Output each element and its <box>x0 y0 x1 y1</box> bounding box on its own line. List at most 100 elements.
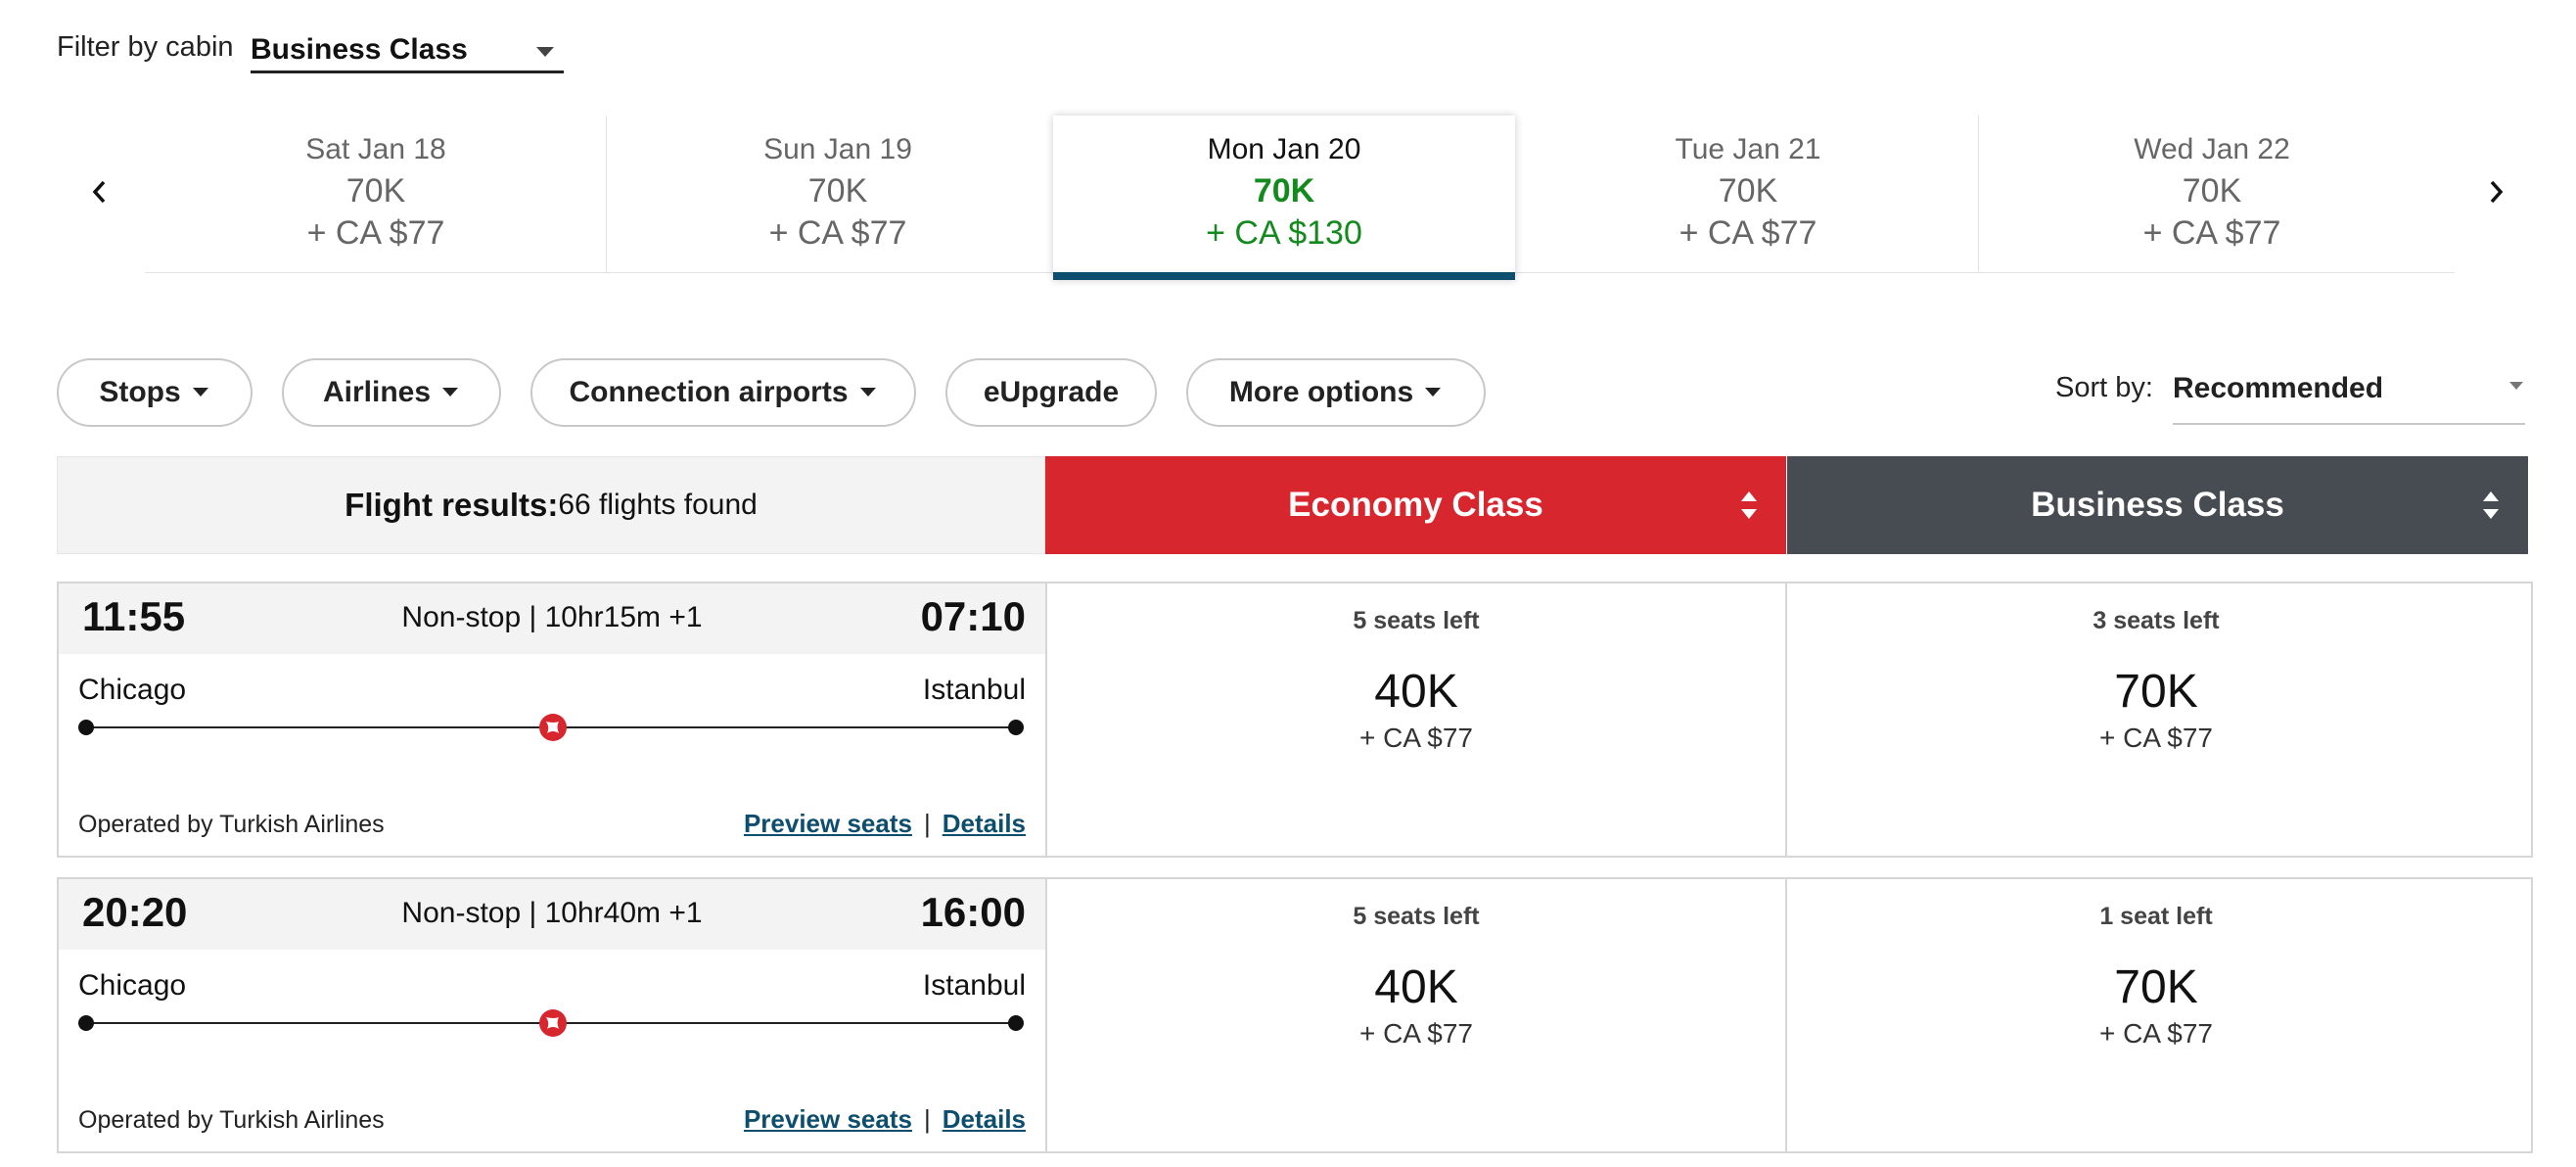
eupgrade-filter-label: eUpgrade <box>983 376 1120 408</box>
date-points: 70K <box>345 172 406 210</box>
chevron-right-icon <box>2490 180 2504 204</box>
business-class-label: Business Class <box>2031 486 2284 524</box>
flight-time-band <box>59 879 1045 950</box>
airlines-filter-label: Airlines <box>322 376 432 408</box>
date-label: Sat Jan 18 <box>305 133 446 165</box>
connection-airports-filter-button[interactable]: Connection airports <box>530 358 916 427</box>
fare-points: 70K <box>2114 666 2198 718</box>
date-option[interactable]: Sat Jan 18 70K + CA $77 <box>145 116 607 272</box>
fare-points: 40K <box>1374 961 1458 1013</box>
seats-left: 5 seats left <box>1353 607 1480 634</box>
flight-info: 11:55 Non-stop | 10hr15m +1 07:10 Chicag… <box>59 584 1045 856</box>
departure-time: 20:20 <box>82 889 188 935</box>
link-separator: | <box>923 1104 931 1134</box>
turkish-airlines-logo-icon <box>539 1009 567 1037</box>
date-option[interactable]: Sun Jan 19 70K + CA $77 <box>607 116 1069 272</box>
date-option[interactable]: Tue Jan 21 70K + CA $77 <box>1517 116 1979 272</box>
sort-select[interactable]: Recommended <box>2173 362 2525 425</box>
departure-time: 11:55 <box>82 593 186 639</box>
prev-dates-button[interactable] <box>80 168 119 215</box>
date-label: Wed Jan 22 <box>2134 133 2290 165</box>
sort-label: Sort by: <box>2055 372 2153 403</box>
origin-dot <box>78 1015 94 1031</box>
date-points: 70K <box>1718 172 1778 210</box>
date-points: 70K <box>2182 172 2242 210</box>
economy-class-label: Economy Class <box>1288 486 1543 524</box>
link-separator: | <box>923 809 931 838</box>
fare-taxes: + CA $77 <box>1359 723 1473 753</box>
cabin-select[interactable]: Business Class <box>251 29 564 73</box>
flight-summary: Non-stop | 10hr40m +1 <box>401 897 703 929</box>
stops-filter-button[interactable]: Stops <box>57 358 253 427</box>
cabin-select-value: Business Class <box>251 33 468 66</box>
date-option-selected[interactable]: Mon Jan 20 70K + CA $130 <box>1053 116 1515 280</box>
date-taxes: + CA $77 <box>1679 214 1817 252</box>
more-options-button[interactable]: More options <box>1186 358 1486 427</box>
preview-seats-link[interactable]: Preview seats <box>743 809 912 838</box>
details-link[interactable]: Details <box>942 1104 1026 1134</box>
date-taxes: + CA $77 <box>2142 214 2281 252</box>
economy-fare-cell[interactable]: 5 seats left 40K + CA $77 <box>1045 584 1785 856</box>
date-points: 70K <box>1253 172 1315 210</box>
destination-city: Istanbul <box>922 969 1026 1002</box>
airlines-filter-button[interactable]: Airlines <box>282 358 501 427</box>
fare-taxes: + CA $77 <box>2099 1018 2213 1049</box>
sort-icon <box>2483 491 2499 519</box>
date-taxes: + CA $130 <box>1206 214 1362 252</box>
flight-links: Preview seats | Details <box>744 809 1026 839</box>
date-points: 70K <box>807 172 868 210</box>
fare-points: 70K <box>2114 961 2198 1013</box>
results-count: 66 flights found <box>558 489 758 521</box>
date-label: Tue Jan 21 <box>1675 133 1821 165</box>
economy-class-header[interactable]: Economy Class <box>1045 456 1786 554</box>
operator-text: Operated by Turkish Airlines <box>78 811 385 838</box>
eupgrade-filter-button[interactable]: eUpgrade <box>945 358 1157 427</box>
origin-city: Chicago <box>78 969 187 1002</box>
business-fare-cell[interactable]: 3 seats left 70K + CA $77 <box>1785 584 2525 856</box>
sort-icon <box>1741 491 1757 519</box>
date-label: Mon Jan 20 <box>1207 133 1361 165</box>
origin-dot <box>78 720 94 735</box>
results-label: Flight results: <box>345 487 559 523</box>
flight-row: 20:20 Non-stop | 10hr40m +1 16:00 Chicag… <box>57 877 2533 1153</box>
caret-down-icon <box>192 388 210 397</box>
business-class-header[interactable]: Business Class <box>1787 456 2528 554</box>
next-dates-button[interactable] <box>2476 168 2515 215</box>
date-option[interactable]: Wed Jan 22 70K + CA $77 <box>1981 116 2443 272</box>
destination-dot <box>1008 1015 1024 1031</box>
more-options-label: More options <box>1228 376 1414 408</box>
flight-time-band <box>59 584 1045 654</box>
chevron-down-icon <box>2509 382 2523 390</box>
fare-points: 40K <box>1374 666 1458 718</box>
flight-links: Preview seats | Details <box>744 1104 1026 1135</box>
caret-down-icon <box>859 388 878 397</box>
seats-left: 5 seats left <box>1353 903 1480 930</box>
flight-info: 20:20 Non-stop | 10hr40m +1 16:00 Chicag… <box>59 879 1045 1151</box>
destination-city: Istanbul <box>922 674 1026 706</box>
operator-text: Operated by Turkish Airlines <box>78 1106 385 1134</box>
destination-dot <box>1008 720 1024 735</box>
date-taxes: + CA $77 <box>768 214 907 252</box>
date-taxes: + CA $77 <box>306 214 445 252</box>
details-link[interactable]: Details <box>942 809 1026 838</box>
business-fare-cell[interactable]: 1 seat left 70K + CA $77 <box>1785 879 2525 1151</box>
sort-select-value: Recommended <box>2173 372 2384 404</box>
origin-city: Chicago <box>78 674 187 706</box>
flight-summary: Non-stop | 10hr15m +1 <box>401 601 703 633</box>
cabin-filter-label: Filter by cabin <box>57 31 234 63</box>
caret-down-icon <box>1425 388 1443 397</box>
stops-filter-label: Stops <box>99 376 181 408</box>
chevron-left-icon <box>92 180 106 204</box>
fare-taxes: + CA $77 <box>1359 1018 1473 1049</box>
flight-row: 11:55 Non-stop | 10hr15m +1 07:10 Chicag… <box>57 582 2533 858</box>
economy-fare-cell[interactable]: 5 seats left 40K + CA $77 <box>1045 879 1785 1151</box>
turkish-airlines-logo-icon <box>539 714 567 741</box>
date-label: Sun Jan 19 <box>763 133 912 165</box>
caret-down-icon <box>442 388 460 397</box>
preview-seats-link[interactable]: Preview seats <box>743 1104 912 1134</box>
seats-left: 3 seats left <box>2093 607 2220 634</box>
chevron-down-icon <box>536 47 554 57</box>
arrival-time: 07:10 <box>920 593 1026 639</box>
connection-airports-filter-label: Connection airports <box>569 376 849 408</box>
arrival-time: 16:00 <box>920 889 1026 935</box>
